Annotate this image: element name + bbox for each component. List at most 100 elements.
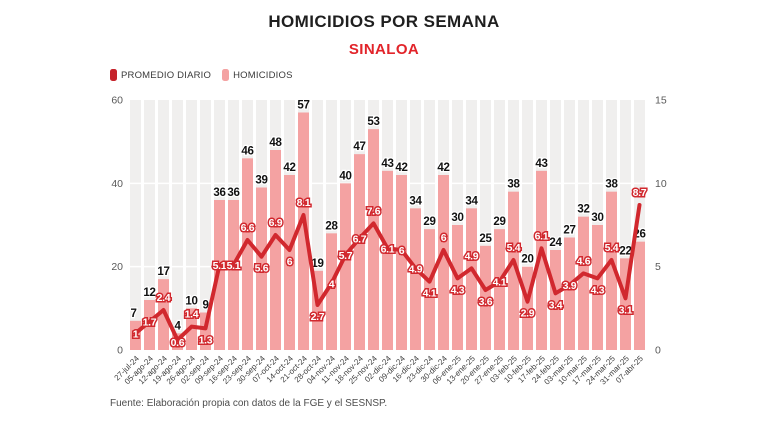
promedio-diario-line <box>133 203 642 342</box>
bar-value-label: 27 <box>563 225 575 237</box>
homicidios-bar <box>620 258 631 350</box>
legend-label: PROMEDIO DIARIO <box>121 69 212 81</box>
bar-value-label: 24 <box>549 237 562 249</box>
line-value-label: 1.7 <box>143 317 157 329</box>
bar-value-label: 17 <box>157 266 169 278</box>
homicidios-bar <box>312 270 323 350</box>
bar-value-label: 22 <box>619 245 631 257</box>
homicidios-swatch-icon <box>222 69 230 81</box>
gridline-vertical <box>491 100 494 350</box>
gridline-vertical <box>533 100 536 350</box>
gridline-vertical <box>141 100 144 350</box>
bar-value-label: 30 <box>591 212 603 224</box>
line-value-label: 6 <box>399 245 405 257</box>
line-value-label: 6.9 <box>269 217 283 229</box>
bar-value-label: 20 <box>521 254 533 266</box>
line-value-label: 5.4 <box>605 242 619 254</box>
homicidios-bar <box>536 170 547 350</box>
bar-value-label: 42 <box>437 162 449 174</box>
line-value-label: 1 <box>133 328 139 340</box>
gridline-vertical <box>323 100 326 350</box>
bar-value-label: 29 <box>493 216 505 228</box>
line-value-label: 1.3 <box>199 334 213 346</box>
homicidios-bar <box>200 312 211 350</box>
homicidios-bar <box>592 225 603 350</box>
bar-value-label: 43 <box>535 158 547 170</box>
homicidios-bar <box>438 175 449 350</box>
right-axis-tick-label: 15 <box>655 95 667 107</box>
line-value-label: 3.6 <box>479 296 493 308</box>
line-value-label: 3.9 <box>563 280 577 292</box>
gridline-vertical <box>337 100 340 350</box>
bar-value-label: 19 <box>311 258 323 270</box>
homicidios-bar <box>298 112 309 350</box>
line-value-label: 5.6 <box>255 263 269 275</box>
bar-value-label: 29 <box>423 216 435 228</box>
chart-title: HOMICIDIOS POR SEMANA <box>268 12 500 31</box>
homicidios-bar <box>354 154 365 350</box>
gridline-vertical <box>183 100 186 350</box>
homicidios-bar <box>270 150 281 350</box>
bar-value-label: 4 <box>174 320 181 332</box>
gridline-vertical <box>477 100 480 350</box>
homicidios-bar <box>144 300 155 350</box>
line-value-label: 6.1 <box>381 243 395 255</box>
bar-value-label: 57 <box>297 100 309 112</box>
bar-value-label: 10 <box>185 295 197 307</box>
gridline-vertical <box>505 100 508 350</box>
left-axis-tick-label: 0 <box>117 345 123 357</box>
bar-value-label: 48 <box>269 137 282 149</box>
bar-value-label: 28 <box>325 220 338 232</box>
gridline-vertical <box>281 100 284 350</box>
bar-value-label: 46 <box>241 145 253 157</box>
chart-subtitle: SINALOA <box>348 41 420 58</box>
left-axis-tick-label: 20 <box>111 261 123 273</box>
homicidios-bar <box>242 158 253 350</box>
line-value-label: 4 <box>329 278 335 290</box>
bar-value-label: 43 <box>381 158 393 170</box>
gridline-vertical <box>617 100 620 350</box>
bar-value-label: 42 <box>395 162 407 174</box>
gridline-vertical <box>603 100 606 350</box>
bar-value-label: 39 <box>255 175 267 187</box>
line-value-label: 6.1 <box>535 230 549 242</box>
bar-value-label: 53 <box>367 116 379 128</box>
bar-value-label: 42 <box>283 162 295 174</box>
gridline-vertical <box>547 100 550 350</box>
line-value-label: 4.1 <box>423 288 437 300</box>
gridline-vertical <box>561 100 564 350</box>
line-value-label: 1.4 <box>185 309 199 321</box>
homicidios-bar <box>550 250 561 350</box>
line-value-label: 3.1 <box>619 304 633 316</box>
line-value-label: 4.3 <box>591 284 605 296</box>
homicidios-bar <box>256 187 267 350</box>
gridline-vertical <box>407 100 410 350</box>
source-note: Fuente: Elaboración propia con datos de … <box>110 398 388 409</box>
homicidios-bar <box>228 200 239 350</box>
left-axis-tick-label: 40 <box>111 178 123 190</box>
gridline-vertical <box>225 100 228 350</box>
line-value-label: 5.1 <box>227 260 241 272</box>
line-value-label: 6 <box>287 256 293 268</box>
legend-label: HOMICIDIOS <box>233 69 293 81</box>
gridline-vertical <box>575 100 578 350</box>
legend-item-promedio-diario: PROMEDIO DIARIO <box>110 69 211 81</box>
gridline-vertical <box>155 100 158 350</box>
homicidios-bar <box>480 245 491 350</box>
gridline-vertical <box>393 100 396 350</box>
gridline-vertical <box>519 100 522 350</box>
gridline-vertical <box>365 100 368 350</box>
bar-value-label: 36 <box>213 187 225 199</box>
bar-value-label: 12 <box>143 287 155 299</box>
gridline-vertical <box>309 100 312 350</box>
bar-value-label: 40 <box>339 170 351 182</box>
homicidios-bar <box>382 170 393 350</box>
homicidios-bar <box>606 191 617 350</box>
line-value-label: 4.3 <box>451 284 465 296</box>
homicidios-bar <box>410 208 421 350</box>
bar-value-label: 34 <box>409 195 422 207</box>
homicidios-bar <box>564 237 575 350</box>
line-value-label: 6.6 <box>241 222 255 234</box>
bar-value-label: 9 <box>202 300 208 312</box>
line-value-label: 4.6 <box>577 255 591 267</box>
